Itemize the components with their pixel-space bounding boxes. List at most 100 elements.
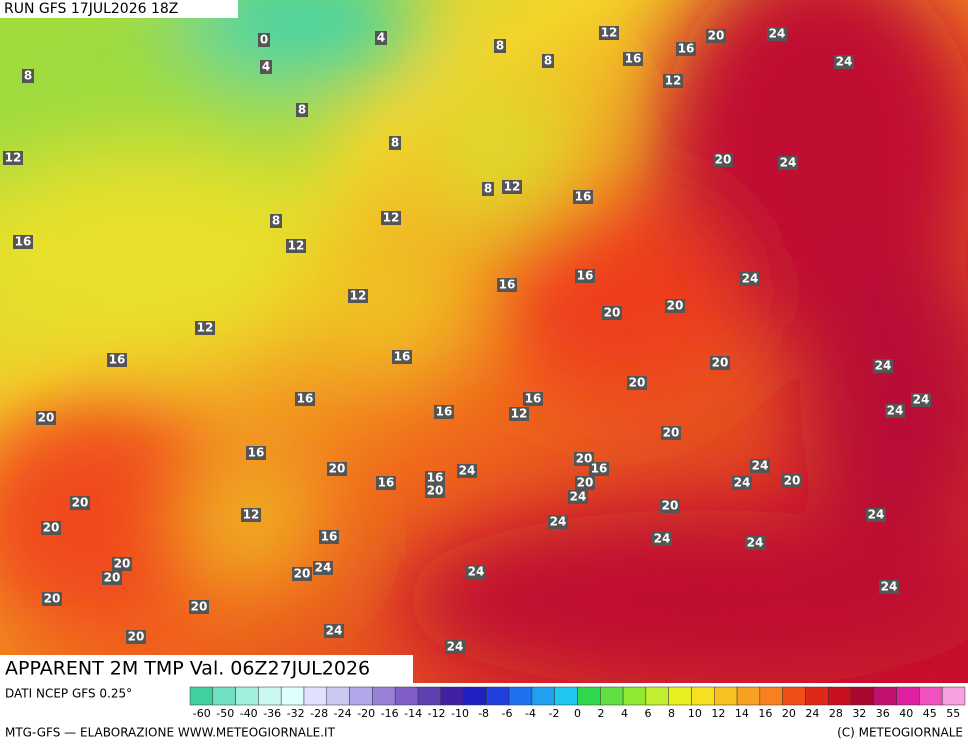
legend-tick-label: 20 xyxy=(782,707,796,720)
legend-tick-label: 16 xyxy=(758,707,772,720)
label-box xyxy=(834,55,854,69)
contour-label: 24 xyxy=(326,624,343,638)
legend-swatch xyxy=(827,686,852,706)
legend-swatch xyxy=(235,686,259,706)
label-box xyxy=(575,269,595,283)
map xyxy=(0,0,968,690)
contour-label: 24 xyxy=(887,404,904,418)
label-box xyxy=(434,405,454,419)
contour-label: 20 xyxy=(784,474,801,488)
contour-label: 24 xyxy=(742,272,759,286)
legend-tick-label: 12 xyxy=(711,707,725,720)
label-box xyxy=(41,521,61,535)
legend-swatch xyxy=(645,686,669,706)
contour-label: 24 xyxy=(875,359,892,373)
contour-label: 20 xyxy=(576,452,593,466)
legend-swatch xyxy=(919,686,943,706)
label-box xyxy=(502,180,522,194)
contour-label: 16 xyxy=(378,476,395,490)
contour-label: 12 xyxy=(665,74,682,88)
label-box xyxy=(767,27,787,41)
label-box xyxy=(676,42,696,56)
legend-swatch xyxy=(486,686,510,706)
legend-swatch xyxy=(941,686,966,706)
label-box xyxy=(706,29,726,43)
label-box xyxy=(778,156,798,170)
legend-swatch xyxy=(417,686,441,706)
contour-label: 24 xyxy=(752,459,769,473)
legend-tick-label: 24 xyxy=(805,707,819,720)
contour-label: 8 xyxy=(496,39,504,53)
legend-swatch xyxy=(531,686,555,706)
legend-swatch xyxy=(782,686,806,706)
label-box xyxy=(392,350,412,364)
contour-label: 16 xyxy=(499,278,516,292)
contour-label: 12 xyxy=(5,151,22,165)
contour-label: 20 xyxy=(629,376,646,390)
legend-tick-label: 6 xyxy=(644,707,651,720)
label-box xyxy=(548,515,568,529)
label-box xyxy=(70,496,90,510)
legend-swatch xyxy=(600,686,624,706)
legend-tick-label: -10 xyxy=(451,707,469,720)
label-box xyxy=(782,474,802,488)
contour-label: 20 xyxy=(329,462,346,476)
legend-tick-label: 28 xyxy=(829,707,843,720)
label-box xyxy=(885,404,905,418)
contour-label: 4 xyxy=(262,60,270,74)
label-box xyxy=(713,153,733,167)
legend-swatch xyxy=(850,686,875,706)
contour-label: 24 xyxy=(550,515,567,529)
label-box xyxy=(589,462,609,476)
label-box xyxy=(665,299,685,313)
label-box xyxy=(260,60,272,74)
contour-label: 20 xyxy=(294,567,311,581)
contour-label: 24 xyxy=(570,490,587,504)
legend-tick-label: 4 xyxy=(621,707,628,720)
contour-label: 24 xyxy=(868,508,885,522)
contour-label: 20 xyxy=(712,356,729,370)
source: DATI NCEP GFS 0.25° xyxy=(5,687,132,701)
legend-tick-label: 55 xyxy=(946,707,960,720)
legend-tick-label: -16 xyxy=(381,707,399,720)
contour-label: 24 xyxy=(459,464,476,478)
label-box xyxy=(497,278,517,292)
contour-label: 16 xyxy=(678,42,695,56)
label-box xyxy=(575,476,595,490)
credit: MTG-GFS — ELABORAZIONE WWW.METEOGIORNALE… xyxy=(5,726,336,740)
label-box xyxy=(107,353,127,367)
contour-label: 8 xyxy=(544,54,552,68)
contour-label: 20 xyxy=(38,411,55,425)
legend-swatch xyxy=(440,686,464,706)
label-box xyxy=(710,356,730,370)
contour-label: 12 xyxy=(288,239,305,253)
label-box xyxy=(627,376,647,390)
label-box xyxy=(750,459,770,473)
contour-label: 24 xyxy=(315,561,332,575)
label-box xyxy=(663,74,683,88)
label-box xyxy=(599,26,619,40)
legend-tick-label: -40 xyxy=(240,707,258,720)
contour-label: 16 xyxy=(109,353,126,367)
label-box xyxy=(389,136,401,150)
legend-swatch xyxy=(668,686,692,706)
label-box xyxy=(879,580,899,594)
label-box xyxy=(732,476,752,490)
contour-label: 24 xyxy=(769,27,786,41)
legend-swatch xyxy=(303,686,328,706)
contour-label: 8 xyxy=(298,103,306,117)
legend-tick-label: -32 xyxy=(287,707,305,720)
legend-swatch xyxy=(622,686,647,706)
legend-swatch xyxy=(554,686,578,706)
legend-tick-label: 8 xyxy=(668,707,675,720)
contour-label: 16 xyxy=(297,392,314,406)
contour-label: 20 xyxy=(663,426,680,440)
contour-label: 12 xyxy=(383,211,400,225)
legend-tick-label: 2 xyxy=(597,707,604,720)
contour-label: 8 xyxy=(24,69,32,83)
legend-tick-label: -8 xyxy=(478,707,489,720)
label-box xyxy=(866,508,886,522)
label-box xyxy=(911,393,931,407)
contour-label: 16 xyxy=(577,269,594,283)
contour-label: 8 xyxy=(272,214,280,228)
